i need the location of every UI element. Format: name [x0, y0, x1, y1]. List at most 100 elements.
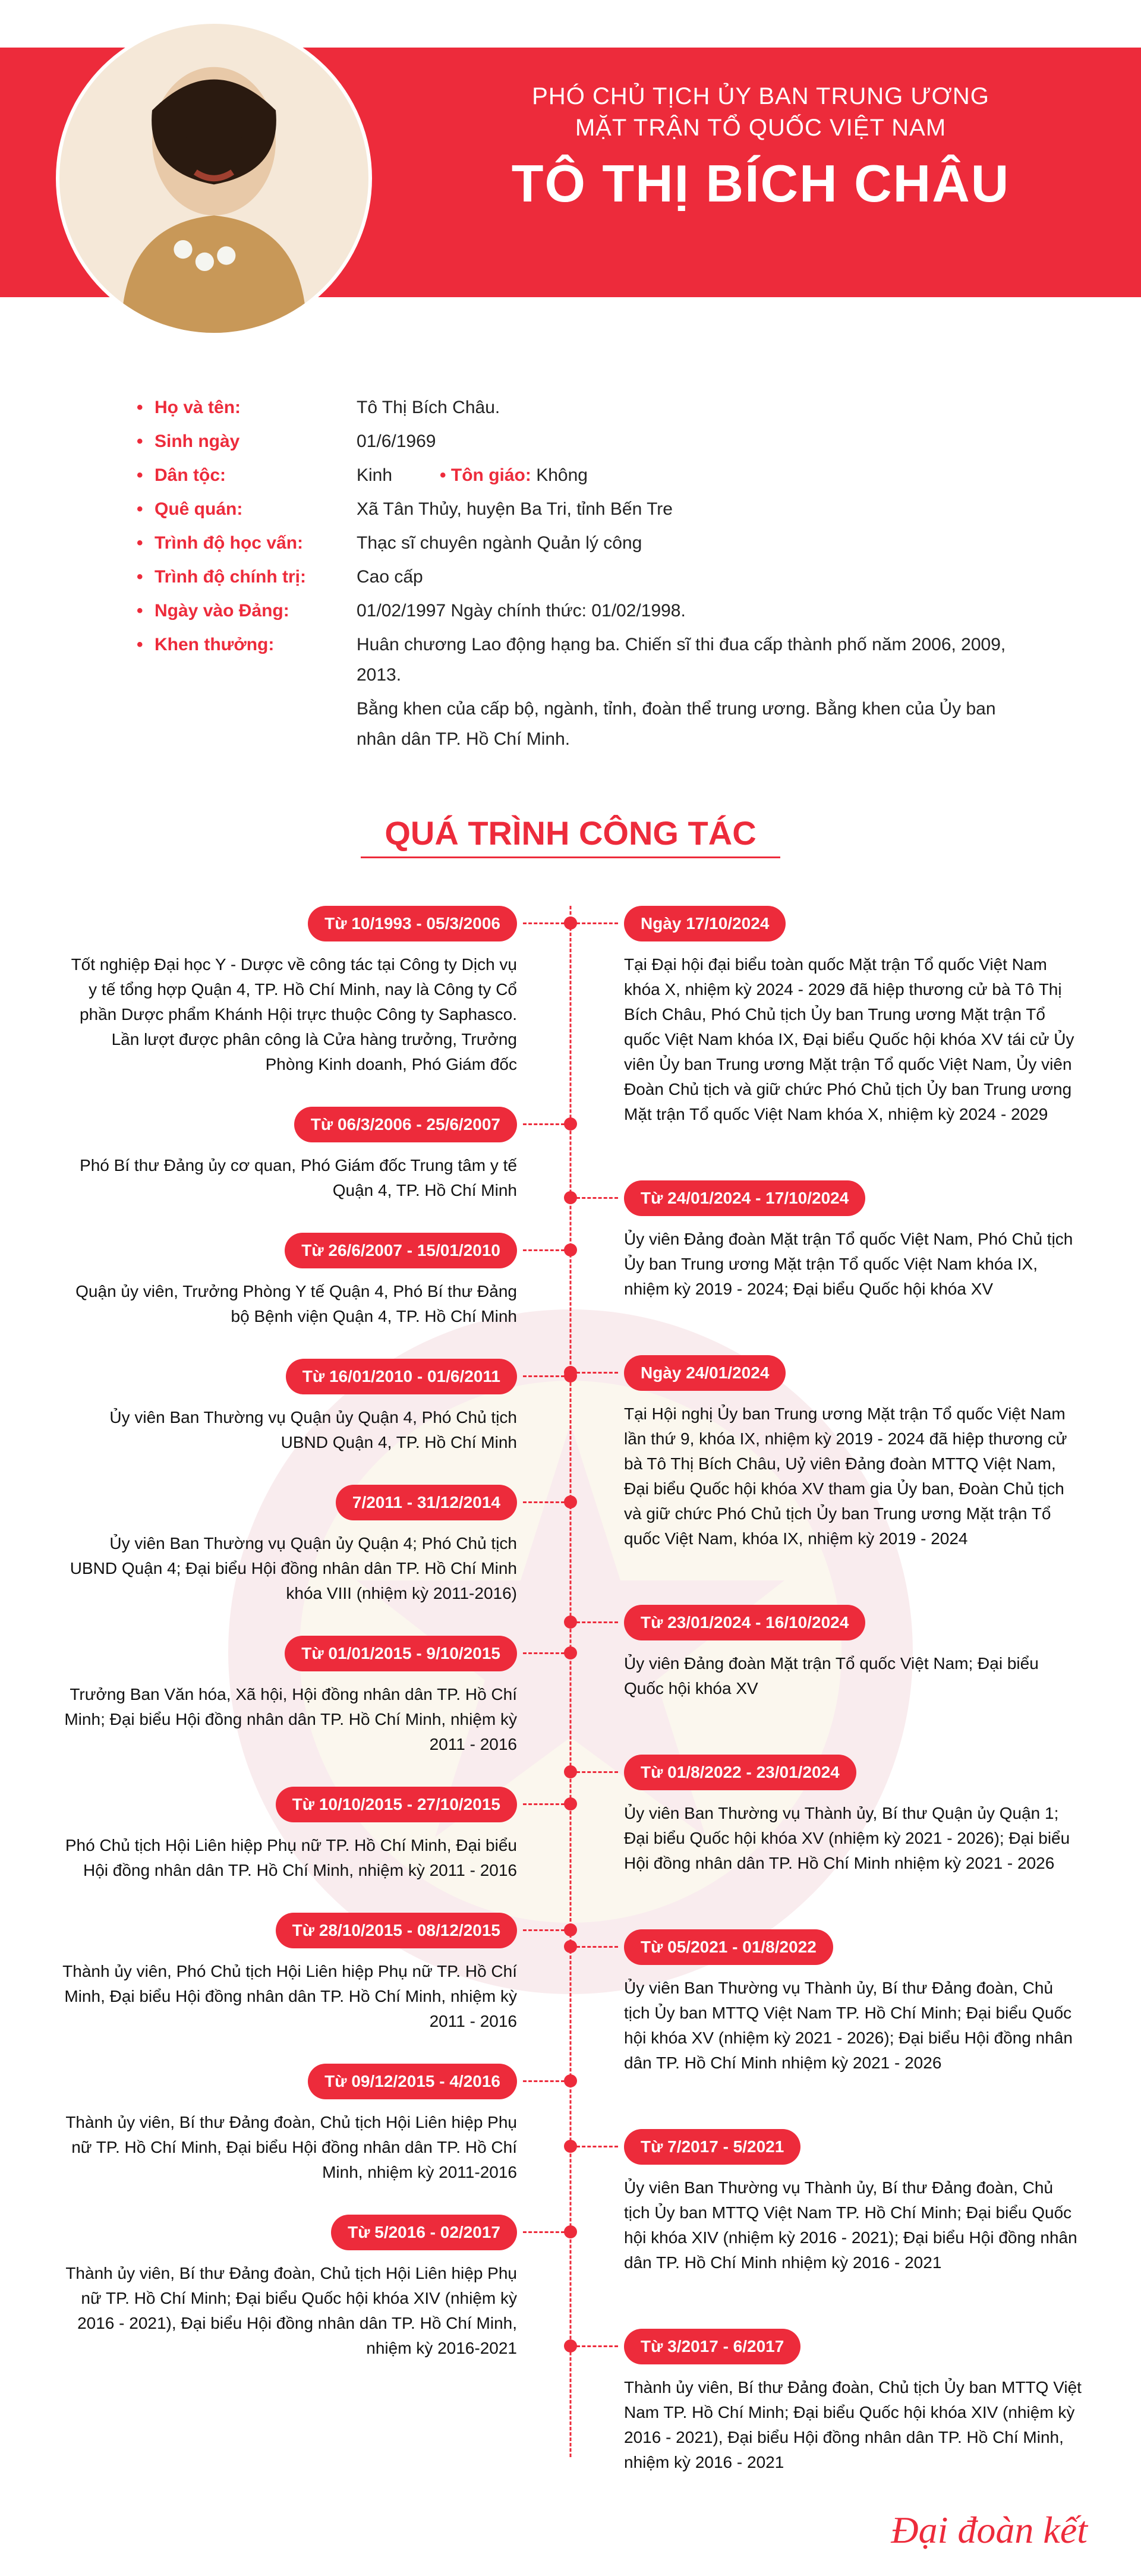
timeline-entry: Ngày 17/10/2024 Tại Đại hội đại biểu toàn…	[570, 906, 1082, 1127]
timeline-dot	[564, 1765, 577, 1778]
timeline-dot	[564, 917, 577, 930]
timeline-period: Ngày 24/01/2024	[624, 1355, 786, 1391]
timeline-connector	[576, 2146, 618, 2147]
timeline-description: Thành ủy viên, Bí thư Đảng đoàn, Chủ tịc…	[624, 2375, 1082, 2475]
timeline-entry: Từ 01/01/2015 - 9/10/2015Trưởng Ban Văn …	[59, 1636, 570, 1757]
timeline: Từ 10/1993 - 05/3/2006 Tốt nghiệp Đại học…	[0, 870, 1141, 2576]
timeline-right-column: Ngày 17/10/2024 Tại Đại hội đại biểu toàn…	[570, 906, 1082, 2505]
timeline-description: Tại Hội nghị Ủy ban Trung ương Mặt trận …	[624, 1402, 1082, 1551]
timeline-entry: Từ 05/2021 - 01/8/2022 Ủy viên Ban Thường…	[570, 1929, 1082, 2076]
timeline-description: Ủy viên Ban Thường vụ Quận ủy Quận 4; Ph…	[59, 1531, 517, 1606]
timeline-connector	[523, 2231, 565, 2233]
info-row: Trình độ học vấn:Thạc sĩ chuyên ngành Qu…	[155, 528, 1022, 558]
info-label: Trình độ học vấn:	[155, 528, 357, 558]
timeline-description: Phó Bí thư Đảng ủy cơ quan, Phó Giám đốc…	[59, 1153, 517, 1203]
info-label: Trình độ chính trị:	[155, 562, 357, 592]
timeline-period: Từ 09/12/2015 - 4/2016	[308, 2064, 517, 2099]
timeline-connector	[576, 1197, 618, 1199]
info-extra: • Tôn giáo: Không	[440, 465, 588, 485]
timeline-connector	[523, 1375, 565, 1377]
info-label: Ngày vào Đảng:	[155, 596, 357, 626]
timeline-period: Từ 06/3/2006 - 25/6/2007	[294, 1107, 517, 1142]
info-row: Ngày vào Đảng:01/02/1997 Ngày chính thức…	[155, 596, 1022, 626]
footer-logo: Đại đoàn kết	[891, 2508, 1088, 2552]
info-label: Dân tộc:	[155, 460, 357, 490]
info-label: Sinh ngày	[155, 426, 357, 456]
timeline-description: Tốt nghiệp Đại học Y - Dược về công tác …	[59, 952, 517, 1077]
timeline-entry: Từ 01/8/2022 - 23/01/2024 Ủy viên Ban Thư…	[570, 1755, 1082, 1876]
infographic-container: PHÓ CHỦ TỊCH ỦY BAN TRUNG ƯƠNG MẶT TRẬN …	[0, 0, 1141, 2576]
timeline-period: Ngày 17/10/2024	[624, 906, 786, 941]
timeline-period: Từ 01/01/2015 - 9/10/2015	[285, 1636, 517, 1671]
timeline-dot	[564, 2140, 577, 2153]
timeline-entry: Ngày 24/01/2024 Tại Hội nghị Ủy ban Trung…	[570, 1355, 1082, 1551]
info-label: Họ và tên:	[155, 392, 357, 423]
timeline-dot	[564, 1191, 577, 1204]
info-value: Kinh• Tôn giáo: Không	[357, 460, 1022, 490]
timeline-entry: Từ 10/1993 - 05/3/2006 Tốt nghiệp Đại học…	[59, 906, 570, 1077]
info-value: Thạc sĩ chuyên ngành Quản lý công	[357, 528, 1022, 558]
timeline-entry: Từ 3/2017 - 6/2017 Thành ủy viên, Bí thư …	[570, 2329, 1082, 2475]
timeline-period: Từ 01/8/2022 - 23/01/2024	[624, 1755, 856, 1790]
timeline-dot	[564, 1615, 577, 1629]
timeline-connector	[523, 1803, 565, 1805]
info-row: Sinh ngày01/6/1969	[155, 426, 1022, 456]
timeline-connector	[576, 1946, 618, 1948]
info-value: Xã Tân Thủy, huyện Ba Tri, tỉnh Bến Tre	[357, 494, 1022, 524]
timeline-period: 7/2011 - 31/12/2014	[336, 1485, 517, 1520]
timeline-connector	[576, 1771, 618, 1773]
timeline-connector	[523, 922, 565, 924]
info-row: Họ và tên:Tô Thị Bích Châu.	[155, 392, 1022, 423]
info-row: Quê quán:Xã Tân Thủy, huyện Ba Tri, tỉnh…	[155, 494, 1022, 524]
timeline-entry: Từ 5/2016 - 02/2017Thành ủy viên, Bí thư…	[59, 2215, 570, 2361]
info-label: Quê quán:	[155, 494, 357, 524]
info-row: Khen thưởng:Huân chương Lao động hạng ba…	[155, 629, 1022, 690]
timeline-entry: 7/2011 - 31/12/2014 Ủy viên Ban Thường vụ…	[59, 1485, 570, 1606]
timeline-dot	[564, 2339, 577, 2353]
timeline-period: Từ 10/1993 - 05/3/2006	[308, 906, 517, 941]
info-label: Khen thưởng:	[155, 629, 357, 690]
timeline-entry: Từ 26/6/2007 - 15/01/2010 Quận ủy viên, T…	[59, 1233, 570, 1329]
timeline-period: Từ 16/01/2010 - 01/6/2011	[286, 1359, 517, 1394]
info-value: 01/6/1969	[357, 426, 1022, 456]
timeline-description: Tại Đại hội đại biểu toàn quốc Mặt trận …	[624, 952, 1082, 1127]
info-row: Dân tộc:Kinh• Tôn giáo: Không	[155, 460, 1022, 490]
timeline-period: Từ 7/2017 - 5/2021	[624, 2129, 800, 2165]
timeline-left-column: Từ 10/1993 - 05/3/2006 Tốt nghiệp Đại học…	[59, 906, 570, 2505]
timeline-period: Từ 3/2017 - 6/2017	[624, 2329, 800, 2364]
timeline-description: Ủy viên Ban Thường vụ Quận ủy Quận 4, Ph…	[59, 1405, 517, 1455]
timeline-description: Ủy viên Ban Thường vụ Thành ủy, Bí thư Đ…	[624, 1976, 1082, 2076]
info-value: Tô Thị Bích Châu.	[357, 392, 1022, 423]
person-name: TÔ THỊ BÍCH CHÂU	[428, 153, 1093, 214]
info-continuation: Bằng khen của cấp bộ, ngành, tỉnh, đoàn …	[155, 694, 1022, 754]
timeline-connector	[576, 1372, 618, 1374]
timeline-dot	[564, 2074, 577, 2087]
info-block: Họ và tên:Tô Thị Bích Châu.Sinh ngày01/6…	[0, 380, 1141, 790]
portrait	[59, 24, 368, 333]
timeline-entry: Từ 7/2017 - 5/2021 Ủy viên Ban Thường vụ …	[570, 2129, 1082, 2275]
info-value: 01/02/1997 Ngày chính thức: 01/02/1998.	[357, 596, 1022, 626]
timeline-connector	[523, 1929, 565, 1931]
timeline-period: Từ 24/01/2024 - 17/10/2024	[624, 1180, 865, 1216]
timeline-connector	[523, 1249, 565, 1251]
section-title: QUÁ TRÌNH CÔNG TÁC	[384, 814, 756, 858]
timeline-description: Ủy viên Ban Thường vụ Thành ủy, Bí thư Đ…	[624, 2175, 1082, 2275]
timeline-entry: Từ 10/10/2015 - 27/10/2015Phó Chủ tịch H…	[59, 1787, 570, 1883]
timeline-description: Thành ủy viên, Phó Chủ tịch Hội Liên hiệ…	[59, 1959, 517, 2034]
timeline-connector	[576, 922, 618, 924]
timeline-period: Từ 05/2021 - 01/8/2022	[624, 1929, 833, 1965]
timeline-connector	[523, 1652, 565, 1654]
timeline-entry: Từ 09/12/2015 - 4/2016 Thành ủy viên, Bí …	[59, 2064, 570, 2185]
timeline-connector	[523, 1123, 565, 1125]
timeline-connector	[576, 2345, 618, 2347]
timeline-period: Từ 10/10/2015 - 27/10/2015	[276, 1787, 517, 1822]
timeline-entry: Từ 24/01/2024 - 17/10/2024Ủy viên Đảng đ…	[570, 1180, 1082, 1302]
timeline-entry: Từ 28/10/2015 - 08/12/2015Thành ủy viên,…	[59, 1913, 570, 2034]
timeline-description: Quận ủy viên, Trưởng Phòng Y tế Quận 4, …	[59, 1279, 517, 1329]
timeline-dot	[564, 1940, 577, 1953]
timeline-description: Ủy viên Ban Thường vụ Thành ủy, Bí thư Q…	[624, 1801, 1082, 1876]
timeline-period: Từ 26/6/2007 - 15/01/2010	[285, 1233, 517, 1268]
timeline-description: Thành ủy viên, Bí thư Đảng đoàn, Chủ tịc…	[59, 2110, 517, 2185]
info-row: Trình độ chính trị:Cao cấp	[155, 562, 1022, 592]
timeline-description: Ủy viên Đảng đoàn Mặt trận Tổ quốc Việt …	[624, 1651, 1082, 1701]
